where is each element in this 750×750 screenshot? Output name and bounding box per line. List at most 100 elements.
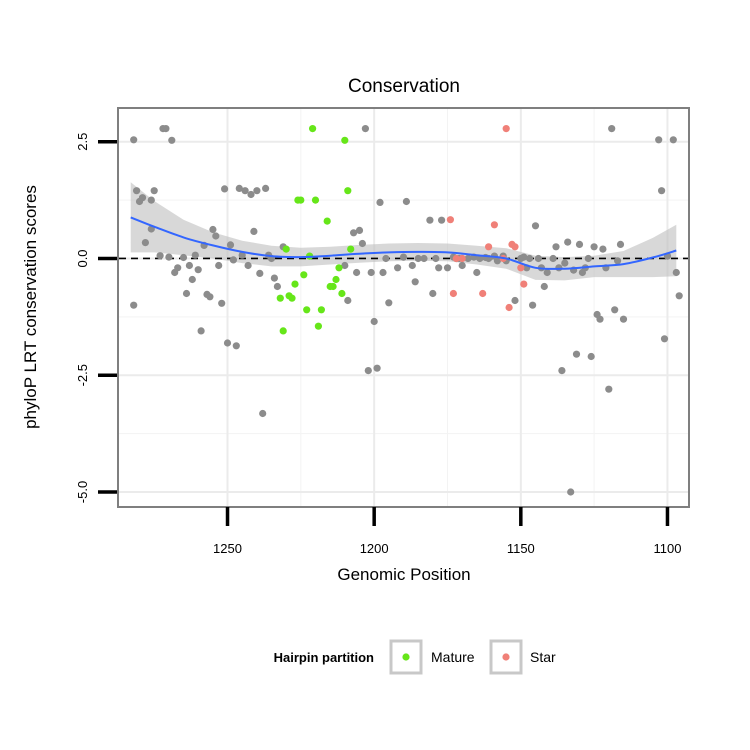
data-point-other — [209, 225, 217, 234]
data-point-mature — [276, 294, 284, 302]
data-point-mature — [297, 196, 305, 204]
data-point-other — [575, 240, 584, 248]
data-points — [130, 125, 683, 496]
x-axis-title: Genomic Position — [337, 565, 470, 584]
data-point-other — [660, 335, 669, 343]
data-point-other — [150, 187, 158, 195]
y-tick-label: 2.5 — [75, 133, 90, 151]
data-point-other — [232, 342, 240, 350]
data-point-mature — [314, 322, 322, 330]
data-point-other — [262, 184, 270, 192]
data-point-other — [179, 253, 188, 262]
data-point-other — [655, 136, 663, 144]
data-point-other — [165, 253, 173, 261]
data-point-other — [382, 254, 390, 263]
data-point-other — [399, 253, 408, 261]
data-point-other — [567, 488, 575, 496]
data-point-other — [379, 268, 387, 277]
data-point-other — [402, 197, 410, 206]
data-point-other — [458, 261, 466, 270]
data-point-other — [420, 254, 428, 263]
data-point-other — [520, 253, 528, 261]
data-point-other — [614, 257, 622, 265]
data-point-other — [608, 125, 616, 133]
data-point-other — [218, 299, 226, 307]
data-point-other — [590, 243, 598, 251]
data-point-mature — [279, 327, 287, 335]
legend-marker-mature — [402, 653, 410, 661]
data-point-other — [432, 254, 440, 263]
x-tick-label: 1250 — [213, 541, 242, 556]
data-point-other — [188, 275, 196, 284]
data-point-other — [341, 261, 349, 270]
data-point-other — [534, 254, 543, 263]
data-point-other — [361, 125, 369, 133]
data-point-other — [558, 367, 566, 375]
data-point-star — [458, 254, 466, 263]
data-point-other — [355, 226, 364, 234]
data-point-other — [658, 187, 666, 195]
data-point-other — [616, 240, 625, 248]
legend-label-star: Star — [530, 649, 556, 665]
chart-title: Conservation — [348, 76, 460, 97]
data-point-other — [438, 216, 446, 224]
data-point-mature — [311, 196, 320, 204]
data-point-other — [443, 264, 452, 272]
data-point-other — [235, 184, 243, 192]
data-point-other — [561, 259, 569, 267]
data-point-other — [191, 251, 199, 259]
data-point-other — [464, 254, 472, 263]
data-point-other — [358, 239, 366, 248]
data-point-other — [385, 299, 393, 307]
data-point-star — [485, 243, 493, 251]
data-point-other — [197, 327, 205, 335]
data-point-other — [238, 251, 246, 259]
data-point-mature — [344, 187, 352, 195]
smooth-trend-line — [130, 216, 677, 270]
data-point-mature — [317, 306, 325, 314]
data-point-other — [672, 268, 680, 277]
plot-panel — [117, 107, 690, 508]
data-point-mature — [338, 289, 346, 298]
data-point-other — [531, 222, 540, 230]
data-point-other — [185, 261, 193, 270]
data-point-other — [605, 385, 613, 393]
data-point-mature — [309, 125, 317, 133]
data-point-mature — [347, 245, 355, 253]
data-point-other — [353, 268, 361, 277]
data-point-other — [182, 289, 191, 298]
data-point-mature — [303, 306, 311, 314]
data-point-other — [596, 315, 604, 323]
data-point-other — [572, 350, 581, 358]
data-point-other — [584, 254, 592, 263]
data-point-other — [549, 254, 557, 263]
data-point-other — [141, 239, 149, 247]
data-point-other — [250, 227, 258, 235]
data-point-other — [156, 252, 164, 260]
data-point-other — [599, 245, 607, 253]
data-point-other — [473, 268, 481, 277]
data-point-other — [244, 261, 252, 270]
data-point-other — [675, 292, 683, 300]
data-point-other — [526, 254, 534, 263]
data-point-other — [543, 268, 551, 277]
data-point-other — [162, 125, 170, 133]
axes: 1250 1200 1150 1100 -5.0 -2.5 0.0 2.5 — [75, 133, 681, 556]
data-point-other — [270, 274, 278, 282]
data-point-other — [373, 364, 381, 372]
data-point-other — [555, 264, 563, 272]
data-point-star — [479, 289, 487, 298]
data-point-star — [449, 289, 457, 298]
data-point-star — [502, 125, 510, 133]
data-point-mature — [291, 280, 299, 288]
data-point-other — [253, 187, 261, 195]
data-point-star — [520, 280, 528, 288]
y-tick-label: -2.5 — [75, 364, 90, 386]
y-tick-label: -5.0 — [75, 481, 90, 503]
data-point-other — [350, 229, 358, 237]
data-point-other — [168, 136, 176, 144]
data-point-other — [138, 194, 147, 202]
data-point-mature — [329, 282, 337, 291]
data-point-other — [408, 261, 416, 270]
data-point-other — [212, 232, 220, 240]
